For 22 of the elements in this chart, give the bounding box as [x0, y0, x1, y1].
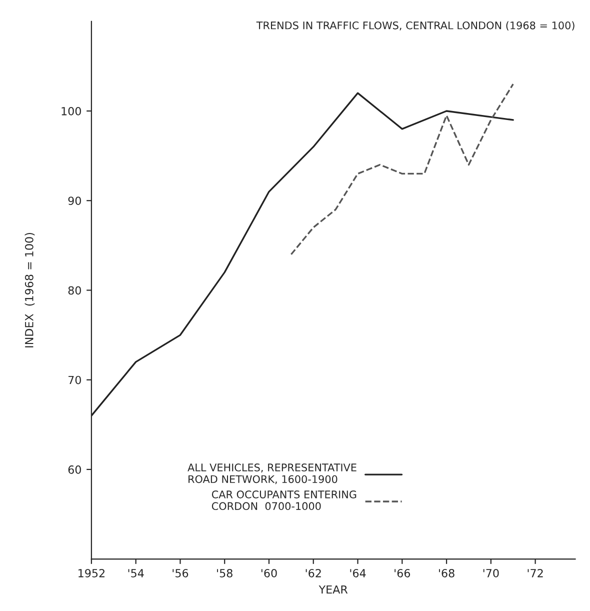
- y-tick-label: 60: [68, 465, 81, 474]
- chart-title: TRENDS IN TRAFFIC FLOWS, CENTRAL LONDON (1968 = 100): [256, 21, 574, 31]
- x-tick-label: '64: [350, 568, 366, 578]
- y-tick-label: 90: [68, 196, 81, 205]
- x-tick-label: '58: [217, 568, 232, 578]
- x-tick-label: '72: [528, 568, 543, 578]
- x-tick-label: '66: [394, 568, 410, 578]
- x-axis-title: YEAR: [318, 585, 348, 594]
- legend-label: CAR OCCUPANTS ENTERING CORDON 0700-1000: [212, 490, 356, 510]
- legend-label: ALL VEHICLES, REPRESENTATIVE ROAD NETWORK, 1600-1900: [188, 464, 356, 484]
- x-tick-label: '62: [306, 568, 321, 578]
- y-tick-label: 100: [62, 106, 81, 116]
- x-tick-label: '68: [439, 568, 454, 578]
- x-tick-label: '60: [261, 568, 277, 578]
- x-tick-label: 1952: [78, 568, 104, 578]
- x-tick-label: '56: [172, 568, 188, 578]
- line-series: [290, 83, 514, 256]
- x-tick-label: '54: [128, 569, 144, 578]
- y-tick-label: 80: [68, 286, 81, 295]
- y-axis-title: INDEX (1968 = 100): [24, 232, 35, 348]
- x-tick-label: '70: [483, 568, 499, 578]
- y-tick-label: 70: [68, 376, 81, 384]
